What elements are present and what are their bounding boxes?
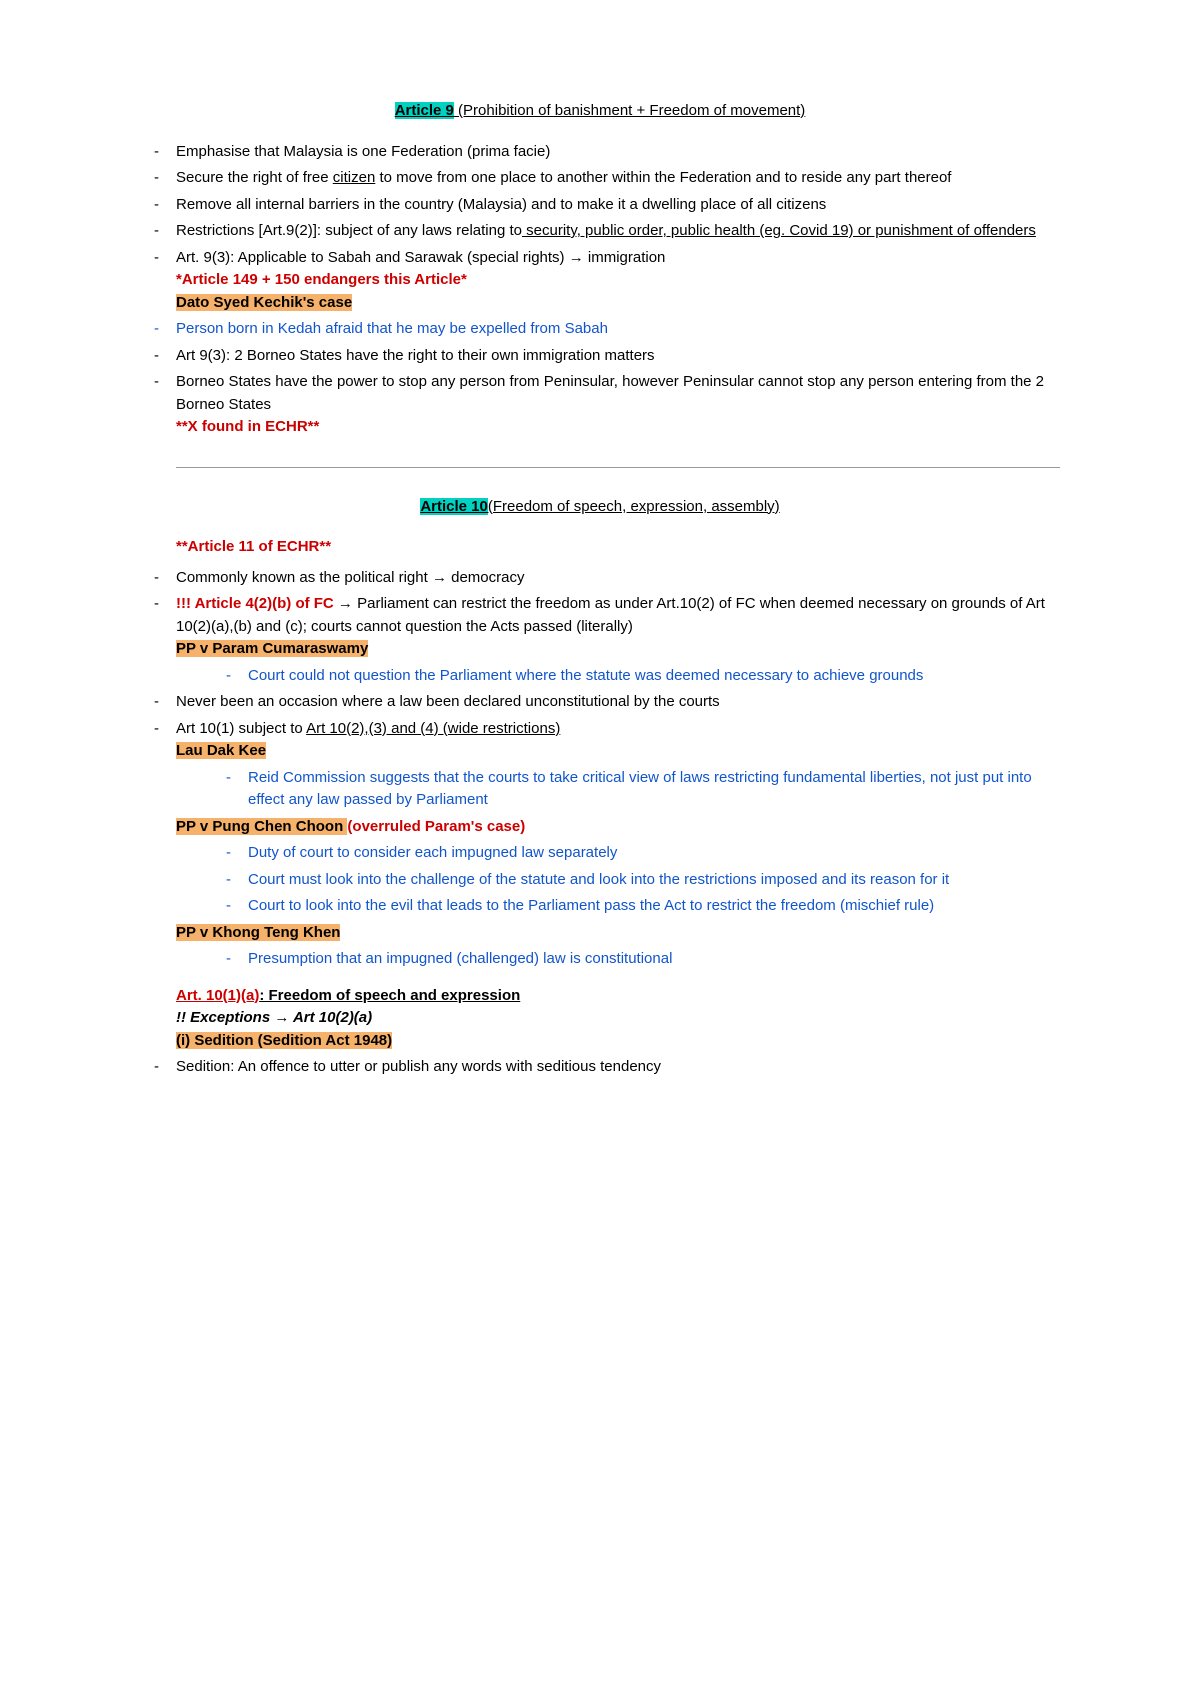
list-item: Duty of court to consider each impugned … <box>176 842 1060 865</box>
case-name: Lau Dak Kee <box>176 742 266 759</box>
section-divider <box>176 467 1060 468</box>
list-item: Presumption that an impugned (challenged… <box>176 948 1060 971</box>
warning-text: *Article 149 + 150 endangers this Articl… <box>176 271 467 288</box>
article-9-label: Article 9 <box>395 102 454 119</box>
list-item: Never been an occasion where a law been … <box>140 691 1060 714</box>
list-item: Borneo States have the power to stop any… <box>140 371 1060 439</box>
article-10-heading: Article 10(Freedom of speech, expression… <box>140 496 1060 519</box>
list-item: Art. 9(3): Applicable to Sabah and Saraw… <box>140 247 1060 315</box>
sub-list: Reid Commission suggests that the courts… <box>176 767 1060 812</box>
sub-list: Presumption that an impugned (challenged… <box>176 948 1060 971</box>
list-item: Court must look into the challenge of th… <box>176 869 1060 892</box>
case-name: PP v Pung Chen Choon <box>176 818 347 835</box>
list-item: Sedition: An offence to utter or publish… <box>140 1056 1060 1079</box>
list-item: Remove all internal barriers in the coun… <box>140 194 1060 217</box>
case-name: PP v Param Cumaraswamy <box>176 640 368 657</box>
list-item: Court could not question the Parliament … <box>176 665 1060 688</box>
case-name: Dato Syed Kechik's case <box>176 294 352 311</box>
list-item: Restrictions [Art.9(2)]: subject of any … <box>140 220 1060 243</box>
list-item: !!! Article 4(2)(b) of FC → Parliament c… <box>140 593 1060 687</box>
list-item: Emphasise that Malaysia is one Federatio… <box>140 141 1060 164</box>
list-item: Court to look into the evil that leads t… <box>176 895 1060 918</box>
case-name: PP v Khong Teng Khen <box>176 924 340 941</box>
list-item: Art 10(1) subject to Art 10(2),(3) and (… <box>140 718 1060 1053</box>
sub-list: Court could not question the Parliament … <box>176 665 1060 688</box>
article-9-heading: Article 9 (Prohibition of banishment + F… <box>140 100 1060 123</box>
article-10-list: Commonly known as the political right → … <box>140 567 1060 1079</box>
exceptions-heading: !! Exceptions → Art 10(2)(a) <box>176 1009 372 1026</box>
sub-article-ref: Art. 10(1)(a) <box>176 987 259 1004</box>
article-10-title-plain: (Freedom of speech, expression, assembly… <box>488 498 780 515</box>
echr-ref: **Article 11 of ECHR** <box>140 536 1060 559</box>
list-item: Art 9(3): 2 Borneo States have the right… <box>140 345 1060 368</box>
list-item: Secure the right of free citizen to move… <box>140 167 1060 190</box>
article-9-list: Emphasise that Malaysia is one Federatio… <box>140 141 1060 439</box>
sedition-heading: (i) Sedition (Sedition Act 1948) <box>176 1032 392 1049</box>
list-item: Commonly known as the political right → … <box>140 567 1060 590</box>
list-item: Person born in Kedah afraid that he may … <box>140 318 1060 341</box>
sub-list: Duty of court to consider each impugned … <box>176 842 1060 918</box>
article-9-title-plain: (Prohibition of banishment + Freedom of … <box>454 102 805 119</box>
echr-note: **X found in ECHR** <box>176 418 319 435</box>
article-10-label: Article 10 <box>420 498 488 515</box>
list-item: Reid Commission suggests that the courts… <box>176 767 1060 812</box>
